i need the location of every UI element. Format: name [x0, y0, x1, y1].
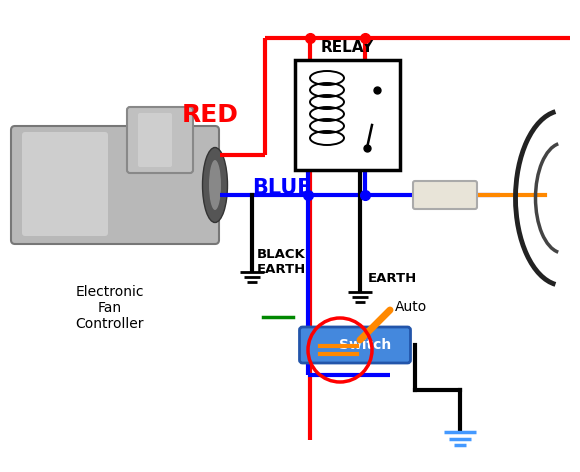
FancyBboxPatch shape [138, 113, 172, 167]
Text: Switch: Switch [339, 338, 391, 352]
Text: Electronic
Fan
Controller: Electronic Fan Controller [76, 285, 144, 331]
Text: EARTH: EARTH [368, 272, 417, 285]
FancyBboxPatch shape [299, 327, 411, 363]
Ellipse shape [209, 160, 221, 210]
Bar [295, 60, 400, 170]
Text: RED: RED [182, 103, 238, 127]
FancyBboxPatch shape [127, 107, 193, 173]
Text: RELAY: RELAY [321, 40, 374, 55]
Text: Auto: Auto [395, 300, 427, 314]
Text: BLUE: BLUE [252, 178, 311, 198]
FancyBboxPatch shape [413, 181, 477, 209]
FancyBboxPatch shape [11, 126, 219, 244]
FancyBboxPatch shape [22, 132, 108, 236]
Text: BLACK
EARTH: BLACK EARTH [257, 248, 306, 276]
Ellipse shape [202, 147, 227, 222]
